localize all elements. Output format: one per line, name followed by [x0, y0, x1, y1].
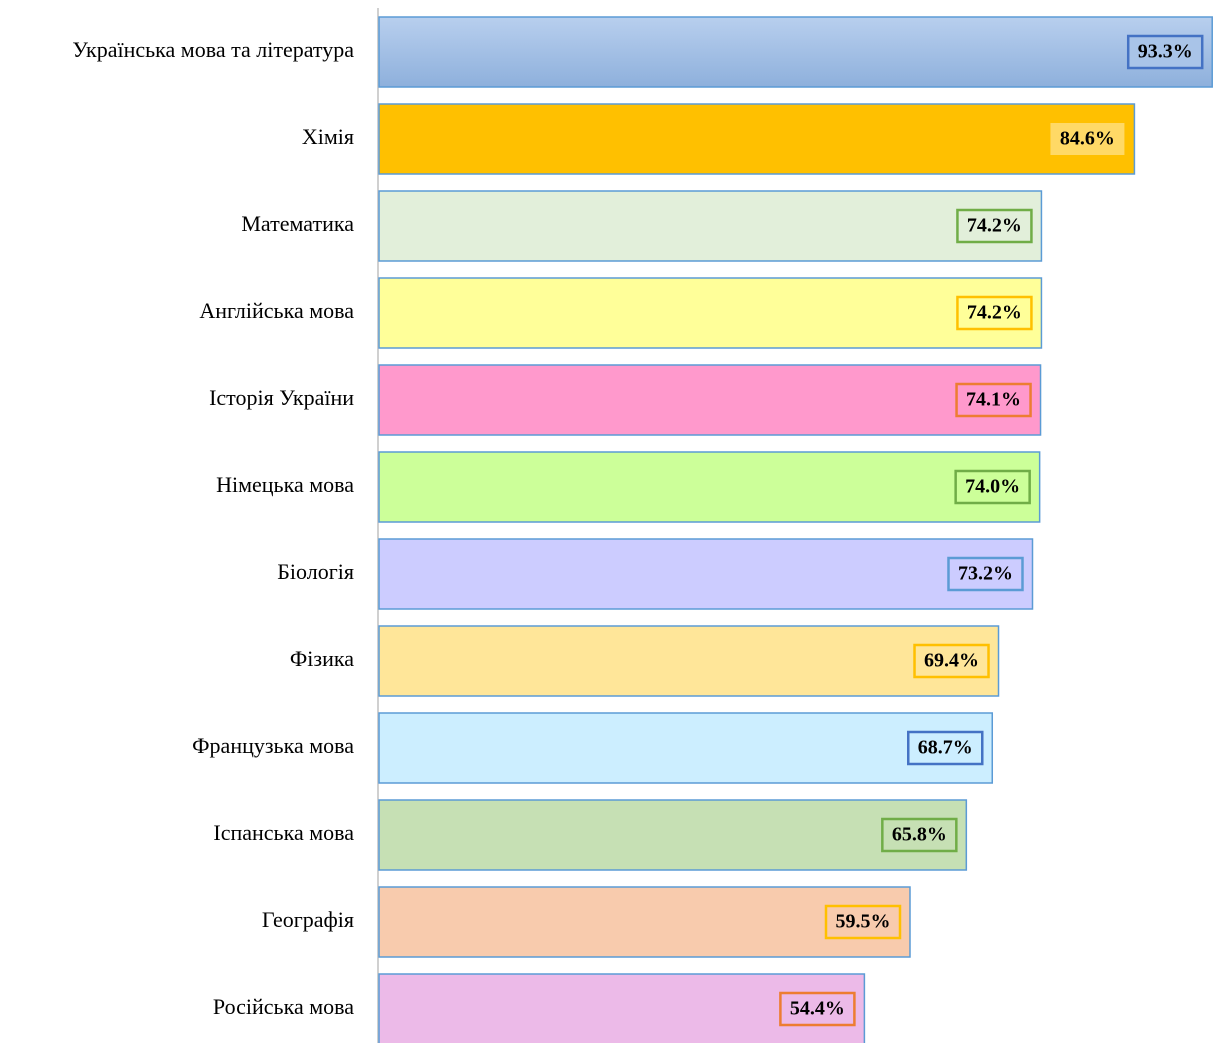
bar	[378, 451, 1041, 523]
bar	[378, 277, 1043, 349]
value-label-box	[947, 556, 1024, 592]
category-label: Географія	[262, 907, 354, 932]
value-label: 73.2%	[958, 563, 1013, 585]
bar	[378, 190, 1043, 262]
value-label: 74.2%	[967, 215, 1022, 237]
value-label-box	[955, 382, 1032, 418]
value-label-box	[956, 295, 1033, 331]
value-label: 74.1%	[966, 389, 1021, 411]
value-label-box	[907, 730, 984, 766]
value-label-box	[1050, 123, 1125, 155]
category-label: Українська мова та література	[72, 37, 354, 62]
value-label: 74.0%	[965, 476, 1020, 498]
value-label-box	[956, 208, 1033, 244]
value-label: 93.3%	[1138, 41, 1193, 63]
category-label: Хімія	[302, 124, 354, 149]
category-label: Англійська мова	[199, 298, 354, 323]
bar	[378, 799, 968, 871]
bar	[378, 103, 1136, 175]
value-label-box	[913, 643, 990, 679]
category-label: Фізика	[290, 646, 354, 671]
category-label: Французька мова	[192, 733, 354, 758]
category-label: Іспанська мова	[213, 820, 354, 845]
category-label: Російська мова	[213, 994, 354, 1019]
value-label-box	[954, 469, 1031, 505]
value-label: 84.6%	[1060, 128, 1115, 150]
category-label: Історія України	[209, 385, 354, 410]
category-label: Німецька мова	[216, 472, 354, 497]
bar	[378, 625, 1000, 697]
category-label: Математика	[241, 211, 354, 236]
value-label-box	[779, 991, 856, 1027]
value-label: 59.5%	[836, 911, 891, 933]
value-label-box	[1126, 34, 1204, 70]
bar	[378, 886, 911, 958]
bar	[378, 538, 1034, 610]
value-label: 68.7%	[918, 737, 973, 759]
value-label: 69.4%	[924, 650, 979, 672]
bar	[378, 712, 994, 784]
bar	[378, 364, 1042, 436]
value-label: 65.8%	[892, 824, 947, 846]
category-label: Біологія	[277, 559, 354, 584]
value-label-box	[881, 817, 958, 853]
bar	[378, 16, 1213, 88]
value-label: 74.2%	[967, 302, 1022, 324]
value-label-box	[824, 904, 902, 940]
value-label: 54.4%	[790, 998, 845, 1020]
